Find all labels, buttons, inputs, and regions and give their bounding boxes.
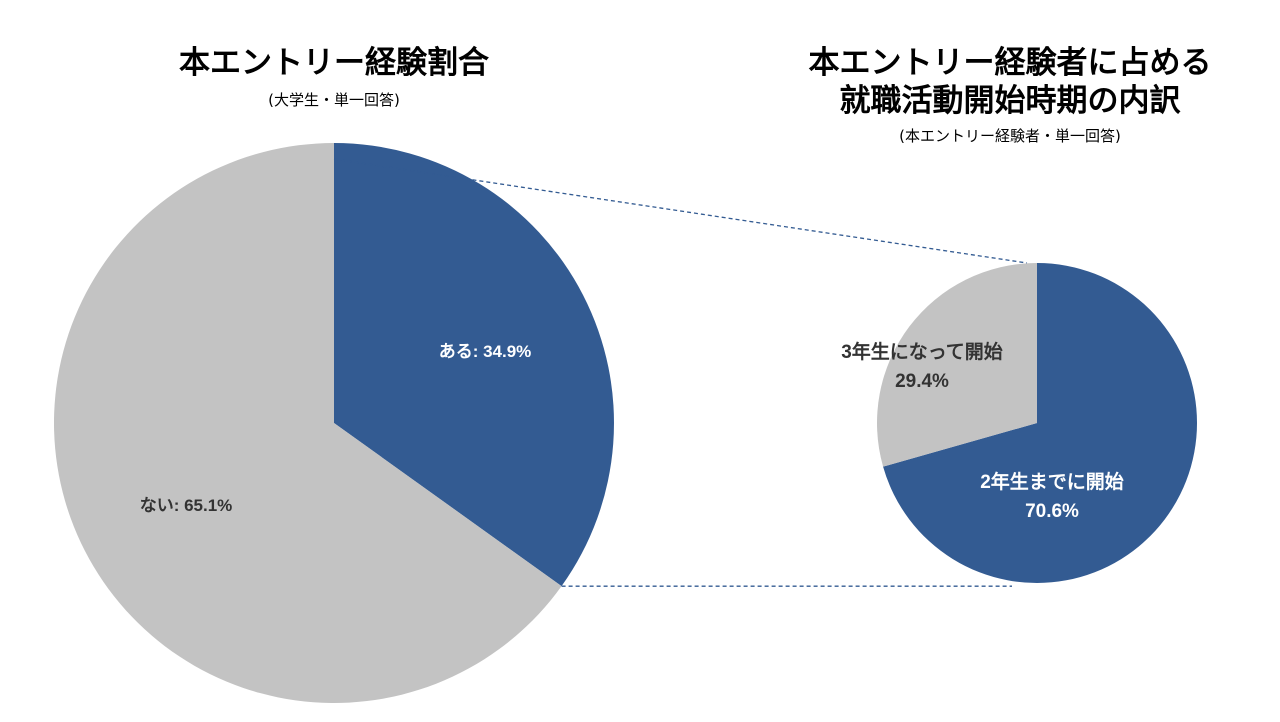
pie2-slice-3rd-year — [877, 263, 1037, 467]
pie2-label-by-2nd-year: 2年生までに開始 — [980, 470, 1124, 493]
pie2-value-by-2nd-year: 70.6% — [1025, 501, 1079, 522]
chart1-title: 本エントリー経験割合 — [179, 45, 489, 81]
pie1-slice-nai — [53, 142, 562, 703]
pie1-label-nai: ない: 65.1% — [140, 496, 233, 515]
pie2-value-3rd-year: 29.4% — [895, 371, 949, 392]
pie2-slice-by-2nd-year — [883, 263, 1198, 583]
connector-line-top — [333, 158, 1028, 264]
pie1-slice-aru — [334, 143, 614, 587]
chart2-title-line1: 本エントリー経験者に占める — [808, 45, 1212, 81]
chart1-subtitle: (大学生・単一回答) — [268, 91, 400, 109]
pie1-label-aru: ある: 34.9% — [439, 342, 532, 361]
chart2-subtitle: (本エントリー経験者・単一回答) — [899, 127, 1121, 145]
pie2-label-3rd-year: 3年生になって開始 — [841, 340, 1003, 363]
chart2-title-line2: 就職活動開始時期の内訳 — [839, 83, 1181, 119]
